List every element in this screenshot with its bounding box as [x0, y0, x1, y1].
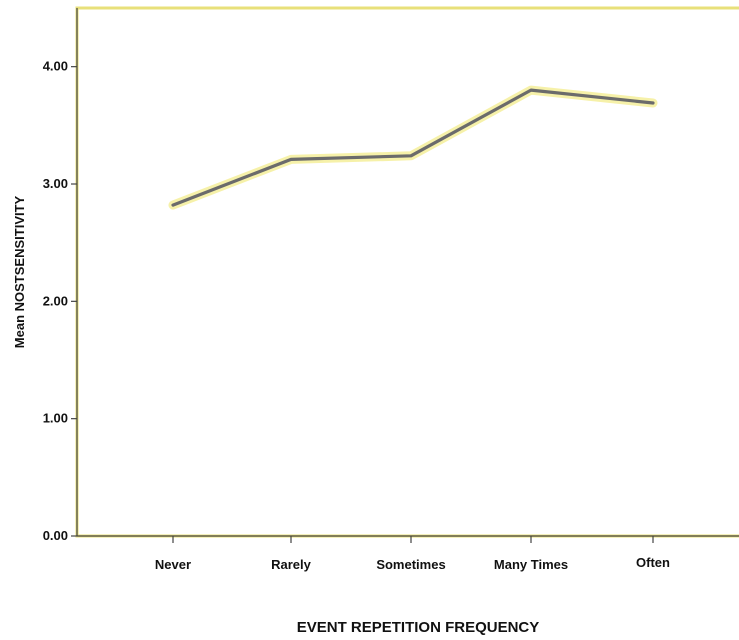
x-tick-label: Sometimes [376, 557, 445, 572]
plot-area [75, 6, 739, 538]
x-tick-label: Often [636, 555, 670, 570]
x-axis-title: EVENT REPETITION FREQUENCY [297, 619, 540, 636]
x-tick-label: Rarely [271, 557, 312, 572]
y-tick-label: 1.00 [43, 411, 68, 426]
x-axis-ticks: Never Rarely Sometimes Many Times Often [155, 536, 670, 572]
y-axis-ticks: 0.00 1.00 2.00 3.00 4.00 [43, 59, 77, 543]
y-axis-title: Mean NOSTSENSITIVITY [12, 195, 27, 348]
y-tick-label: 4.00 [43, 59, 68, 74]
data-series [168, 85, 658, 210]
x-tick-label: Never [155, 557, 191, 572]
y-tick-label: 2.00 [43, 293, 68, 308]
x-tick-label: Many Times [494, 557, 568, 572]
y-tick-label: 0.00 [43, 528, 68, 543]
y-tick-label: 3.00 [43, 176, 68, 191]
